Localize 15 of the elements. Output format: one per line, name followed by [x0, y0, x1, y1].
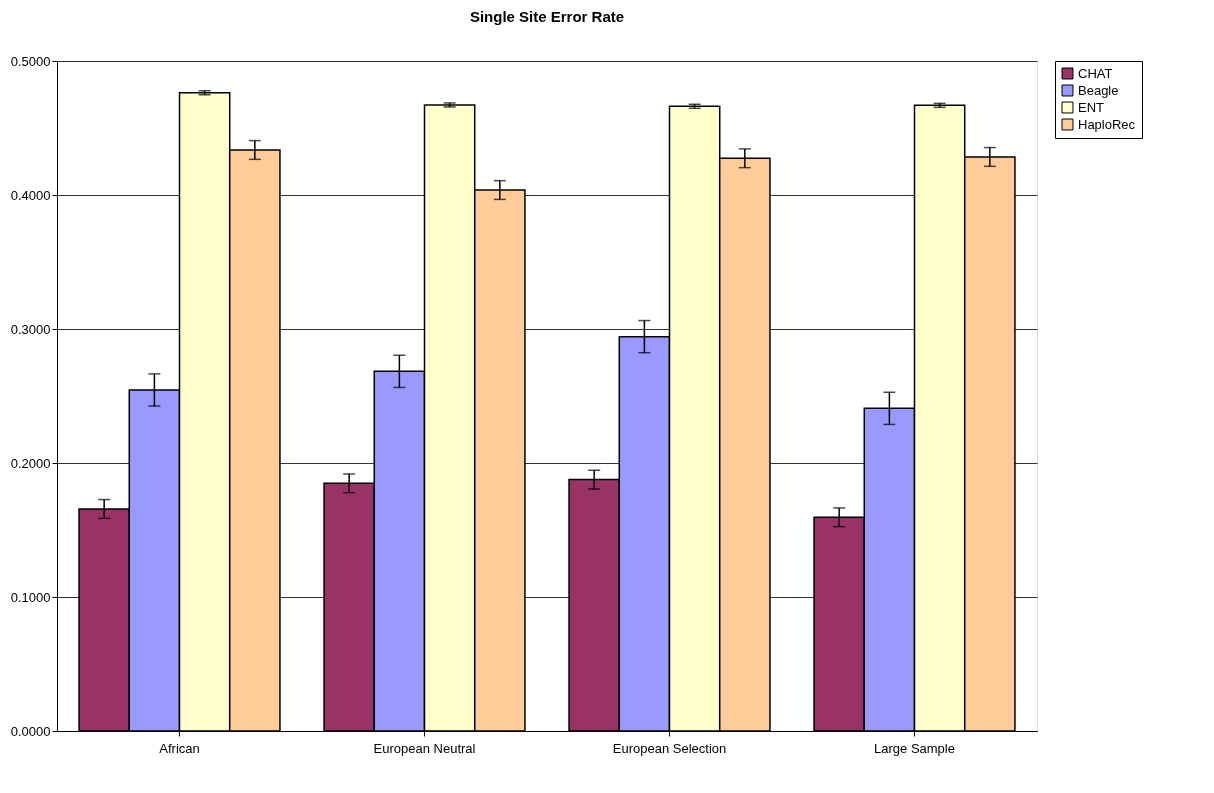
legend-label: Beagle — [1078, 82, 1119, 98]
legend-label: HaploRec — [1078, 116, 1136, 132]
legend-label: ENT — [1078, 99, 1105, 115]
x-tick-label: European Selection — [612, 740, 727, 756]
y-tick-label: 0.0000 — [10, 723, 51, 739]
y-tick-label: 0.2000 — [10, 455, 51, 471]
y-tick-label: 0.3000 — [10, 321, 51, 337]
x-tick-label: European Neutral — [373, 740, 476, 756]
x-tick-label: Large Sample — [874, 740, 955, 756]
y-tick-label: 0.4000 — [10, 187, 51, 203]
chart-title: Single Site Error Rate — [469, 8, 625, 25]
legend-label: CHAT — [1078, 65, 1113, 81]
y-tick-label: 0.5000 — [10, 53, 51, 69]
y-tick-label: 0.1000 — [10, 589, 51, 605]
x-tick-label: African — [159, 740, 200, 756]
